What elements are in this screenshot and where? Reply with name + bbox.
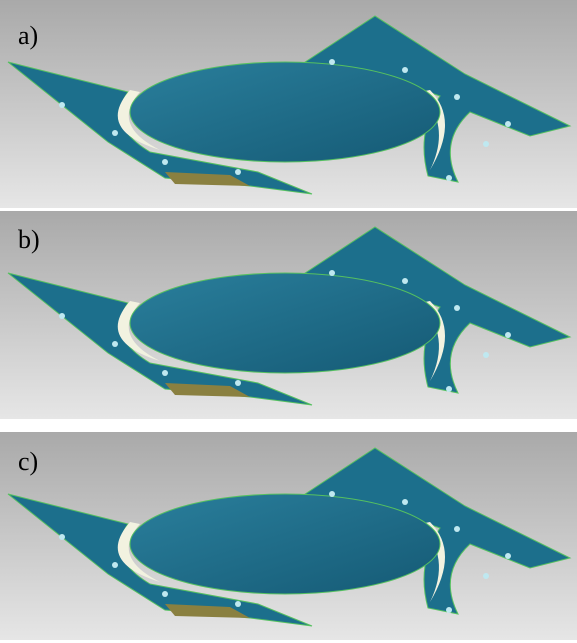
panel-label: b) [18, 225, 40, 254]
panel-label: c) [18, 447, 38, 476]
panel-c: c) [0, 432, 577, 640]
panel-label: a) [18, 21, 38, 50]
panel-a: a) [0, 0, 577, 208]
figure: a) b) c) [0, 0, 577, 643]
panel-b: b) [0, 211, 577, 419]
